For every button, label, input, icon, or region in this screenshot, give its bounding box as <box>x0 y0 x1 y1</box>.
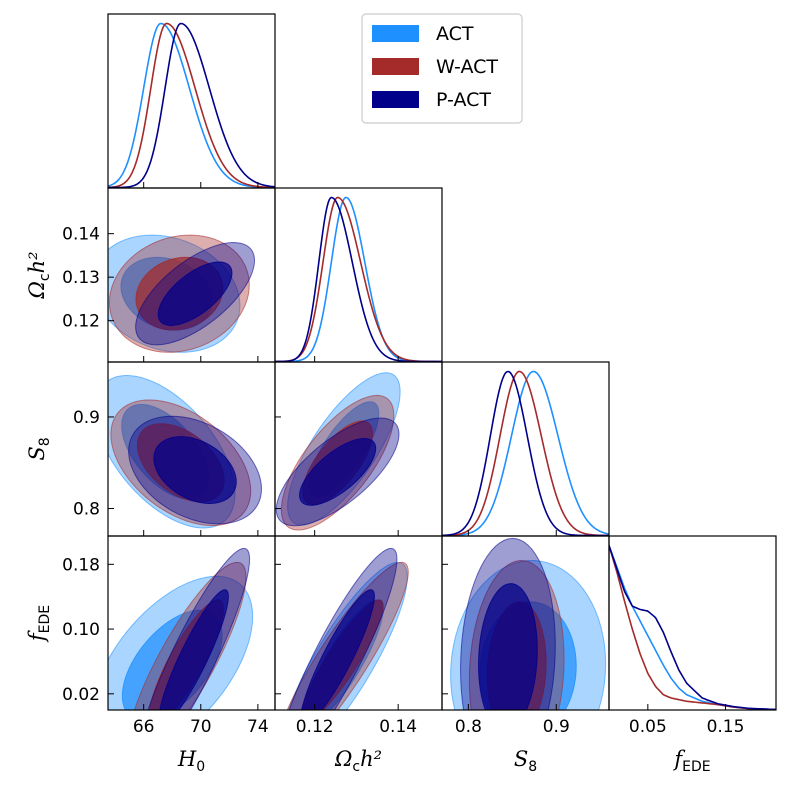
contour-1sigma-p-act <box>299 437 377 506</box>
contour-panel-H0-S8 <box>108 374 263 529</box>
contour-panel-S8-fEDE <box>450 537 607 710</box>
marginal-line-p-act <box>108 22 275 188</box>
marginal-line-p-act <box>275 196 442 362</box>
y-tick-label-fEDE: 0.10 <box>62 620 100 640</box>
legend-swatch-w-act <box>372 58 419 75</box>
y-axis-label-omch2: Ωch² <box>25 251 53 299</box>
marginal-line-p-act <box>609 545 776 710</box>
marginal-line-w-act <box>609 545 776 710</box>
y-tick-label-fEDE: 0.18 <box>62 555 100 575</box>
y-axis-label-fEDE: fEDE <box>25 605 53 643</box>
y-tick-label-omch2: 0.14 <box>62 225 100 245</box>
marginal-panel-fEDE <box>609 545 776 710</box>
contour-panel-H0-omch2 <box>108 234 256 353</box>
contour-1sigma-p-act <box>159 589 229 710</box>
y-axis-label-S8: S8 <box>25 437 53 460</box>
marginal-line-w-act <box>108 22 275 188</box>
x-tick-label-S8: 0.9 <box>543 717 570 737</box>
marginal-line-p-act <box>442 370 609 536</box>
legend: ACT W-ACT P-ACT <box>361 13 523 124</box>
marginal-line-w-act <box>275 196 442 362</box>
x-axis-label-S8: S8 <box>514 747 537 775</box>
x-tick-label-H0: 74 <box>247 717 269 737</box>
marginal-line-act <box>609 545 776 710</box>
marginal-line-w-act <box>442 370 609 536</box>
contour-1sigma-p-act <box>157 261 233 326</box>
x-axis-label-H0: H0 <box>177 747 205 775</box>
x-tick-label-omch2: 0.12 <box>296 717 334 737</box>
x-tick-label-H0: 70 <box>190 717 212 737</box>
contour-1sigma-p-act <box>301 589 375 710</box>
y-tick-label-S8: 0.9 <box>73 408 100 428</box>
x-tick-label-fEDE: 0.15 <box>707 717 745 737</box>
contour-panel-omch2-fEDE <box>286 547 409 710</box>
marginal-panel-H0 <box>108 22 275 188</box>
x-tick-label-omch2: 0.14 <box>379 717 417 737</box>
x-tick-label-H0: 66 <box>133 717 155 737</box>
contour-1sigma-p-act <box>478 583 538 710</box>
marginal-panel-omch2 <box>275 196 442 362</box>
y-tick-label-fEDE: 0.02 <box>62 685 100 705</box>
contour-panel-omch2-S8 <box>275 372 401 531</box>
panel-frame <box>441 361 610 537</box>
legend-label-w-act: W-ACT <box>436 56 498 78</box>
y-tick-label-omch2: 0.12 <box>62 312 100 332</box>
contour-1sigma-p-act <box>153 436 237 504</box>
marginal-line-act <box>275 196 442 362</box>
y-tick-label-S8: 0.8 <box>73 500 100 520</box>
legend-swatch-p-act <box>372 91 419 108</box>
x-axis-label-omch2: Ωch² <box>334 747 382 775</box>
x-tick-label-fEDE: 0.05 <box>629 717 667 737</box>
marginal-line-act <box>108 22 275 188</box>
legend-label-p-act: P-ACT <box>436 89 491 111</box>
contour-panel-H0-fEDE <box>108 547 254 710</box>
x-axis-label-fEDE: fEDE <box>672 747 710 775</box>
panel-frame <box>274 187 443 363</box>
marginal-line-act <box>442 370 609 536</box>
panel-frame <box>608 535 777 711</box>
marginal-panel-S8 <box>442 370 609 536</box>
x-tick-label-S8: 0.8 <box>455 717 482 737</box>
legend-swatch-act <box>372 25 419 42</box>
y-tick-label-omch2: 0.13 <box>62 268 100 288</box>
legend-label-act: ACT <box>436 23 474 45</box>
panel-frame <box>107 13 276 189</box>
